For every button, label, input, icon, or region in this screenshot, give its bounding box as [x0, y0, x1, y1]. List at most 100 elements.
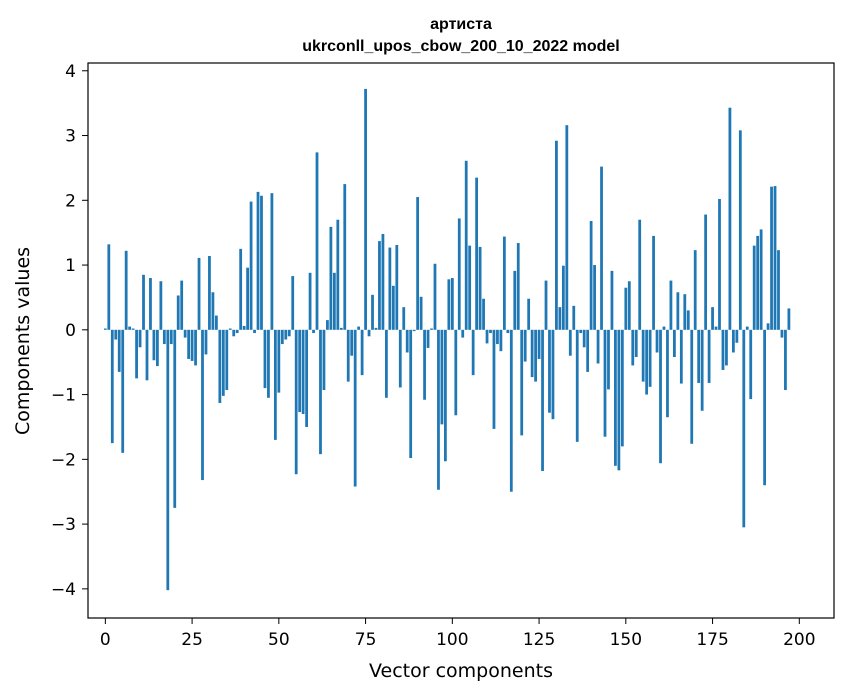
- bar: [683, 294, 687, 330]
- bar: [489, 329, 492, 334]
- bar: [423, 329, 426, 400]
- bar: [655, 329, 659, 353]
- bar: [749, 329, 753, 400]
- bar: [239, 248, 243, 330]
- bar: [777, 250, 780, 330]
- bar: [544, 280, 548, 330]
- bar: [454, 329, 458, 416]
- bar: [444, 329, 447, 462]
- bar: [322, 329, 326, 391]
- bar: [641, 329, 645, 382]
- y-tick-label: 2: [65, 191, 76, 211]
- bar: [731, 329, 735, 353]
- bar: [367, 329, 371, 337]
- bar: [149, 278, 152, 330]
- bar: [742, 329, 746, 528]
- bar: [638, 219, 642, 330]
- bar: [541, 329, 544, 471]
- x-tick-label: 100: [436, 630, 468, 650]
- bar: [745, 326, 749, 330]
- bar: [582, 329, 586, 348]
- bar: [110, 329, 114, 444]
- y-tick-label: −2: [51, 450, 76, 470]
- bar: [766, 323, 770, 330]
- bar: [416, 197, 420, 330]
- bar: [398, 329, 402, 388]
- bar: [273, 329, 277, 440]
- bar: [485, 329, 489, 344]
- bar: [409, 329, 413, 459]
- bar: [280, 329, 284, 345]
- bar: [214, 315, 218, 330]
- bar: [433, 263, 437, 330]
- y-tick-label: −4: [51, 580, 76, 600]
- bar: [652, 235, 655, 330]
- bar: [666, 329, 669, 418]
- bar: [135, 329, 138, 379]
- bar: [152, 329, 156, 361]
- bar: [183, 329, 187, 338]
- bar: [707, 329, 711, 383]
- bar: [558, 307, 562, 330]
- bar: [107, 244, 111, 330]
- bar: [697, 329, 701, 383]
- bar: [440, 329, 444, 425]
- bar: [673, 329, 676, 358]
- bar: [575, 329, 579, 442]
- bar: [329, 226, 333, 330]
- bar: [128, 326, 132, 330]
- bar: [620, 329, 624, 447]
- bar: [773, 186, 777, 330]
- bar: [121, 329, 125, 453]
- bar: [561, 265, 565, 330]
- bar: [502, 236, 506, 330]
- bar: [131, 328, 135, 330]
- bar: [256, 191, 260, 330]
- bar: [513, 270, 517, 330]
- bar: [659, 329, 662, 464]
- bar: [197, 257, 201, 330]
- bar: [117, 329, 121, 372]
- y-tick-label: 1: [65, 256, 76, 276]
- bar: [194, 329, 197, 366]
- bar: [385, 329, 388, 398]
- bar: [284, 329, 288, 340]
- bar: [555, 140, 558, 330]
- bar: [617, 329, 621, 471]
- bar: [267, 329, 270, 398]
- bar: [142, 274, 145, 330]
- bar: [204, 329, 208, 355]
- bar: [388, 247, 392, 330]
- chart-title-line1: артиста: [430, 16, 492, 33]
- bar: [568, 329, 572, 356]
- bar: [218, 329, 222, 403]
- bar: [190, 329, 194, 361]
- bar: [166, 329, 170, 591]
- bar: [249, 201, 253, 330]
- bar: [700, 329, 704, 411]
- x-axis-label: Vector components: [369, 660, 553, 682]
- bar: [711, 307, 714, 330]
- bar: [579, 329, 583, 334]
- bar: [360, 329, 364, 376]
- bar: [402, 307, 406, 330]
- bar: [523, 329, 527, 362]
- bar: [381, 233, 385, 330]
- bar: [551, 329, 555, 420]
- bar: [350, 329, 354, 356]
- x-tick-label: 75: [355, 630, 377, 650]
- bar: [676, 292, 680, 330]
- bar: [631, 329, 635, 366]
- bar: [430, 328, 433, 330]
- bar: [759, 229, 763, 330]
- x-tick-label: 175: [696, 630, 728, 650]
- bar: [270, 193, 274, 330]
- bar: [103, 328, 107, 330]
- bar: [319, 329, 322, 455]
- bar: [506, 329, 510, 334]
- bar: [679, 329, 683, 384]
- bar: [714, 326, 718, 330]
- bar: [346, 329, 350, 382]
- bar: [308, 272, 312, 330]
